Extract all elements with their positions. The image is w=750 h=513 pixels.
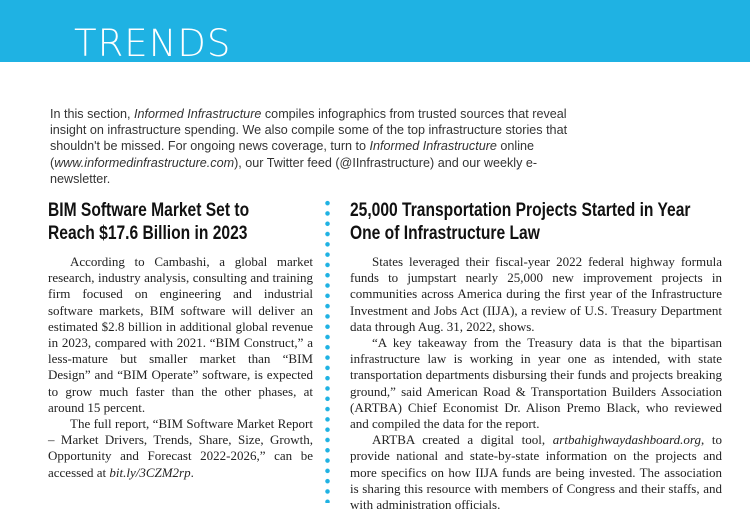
article-body: States leveraged their fiscal-year 2022 … — [350, 254, 722, 513]
section-title: TRENDS — [74, 22, 232, 65]
intro-text: online ( — [50, 139, 535, 170]
paragraph: States leveraged their fiscal-year 2022 … — [350, 254, 722, 335]
paragraph: The full report, “BIM Software Market Re… — [48, 416, 313, 481]
headline-line: Reach $17.6 Billion in 2023 — [48, 222, 248, 244]
column-divider — [325, 198, 330, 503]
intro-text: compiles infographics from trusted sourc… — [50, 107, 568, 154]
intro-text: In this section, — [50, 107, 134, 121]
paragraph: According to Cambashi, a global market r… — [48, 254, 313, 416]
headline: 25,000 Transportation Projects Started i… — [350, 199, 690, 245]
intro-italic: Informed Infrastructure — [369, 139, 497, 154]
banner: TRENDS — [0, 0, 750, 65]
link-text: bit.ly/3CZM2rp — [109, 464, 191, 480]
headline-line: BIM Software Market Set to — [48, 199, 250, 221]
intro-italic: www.informedinfrastructure.com — [54, 155, 235, 170]
paragraph: ARTBA created a digital tool, artbahighw… — [350, 432, 722, 513]
intro-text: ), our Twitter feed (@IInfrastructure) a… — [50, 155, 538, 186]
paragraph-text: ARTBA created a digital tool, — [372, 432, 553, 448]
paragraph: “A key takeaway from the Treasury data i… — [350, 335, 722, 432]
paragraph-text: According to Cambashi, a global market r… — [48, 254, 313, 415]
paragraph-text: . — [190, 464, 194, 480]
headline-line: One of Infrastructure Law — [350, 222, 540, 244]
link-text: artbahighwaydashboard.org — [552, 432, 701, 448]
intro: In this section, Informed Infrastructure… — [50, 106, 595, 187]
article-body: According to Cambashi, a global market r… — [48, 254, 313, 481]
headline: BIM Software Market Set to Reach $17.6 Bi… — [48, 199, 249, 245]
paragraph-text: “A key takeaway from the Treasury data i… — [350, 335, 722, 432]
intro-italic: Informed Infrastructure — [134, 107, 262, 121]
headline-line: 25,000 Transportation Projects Started i… — [350, 199, 691, 221]
paragraph-text: The full report, “BIM Software Market Re… — [48, 416, 313, 480]
paragraph-text: States leveraged their fiscal-year 2022 … — [350, 254, 722, 334]
